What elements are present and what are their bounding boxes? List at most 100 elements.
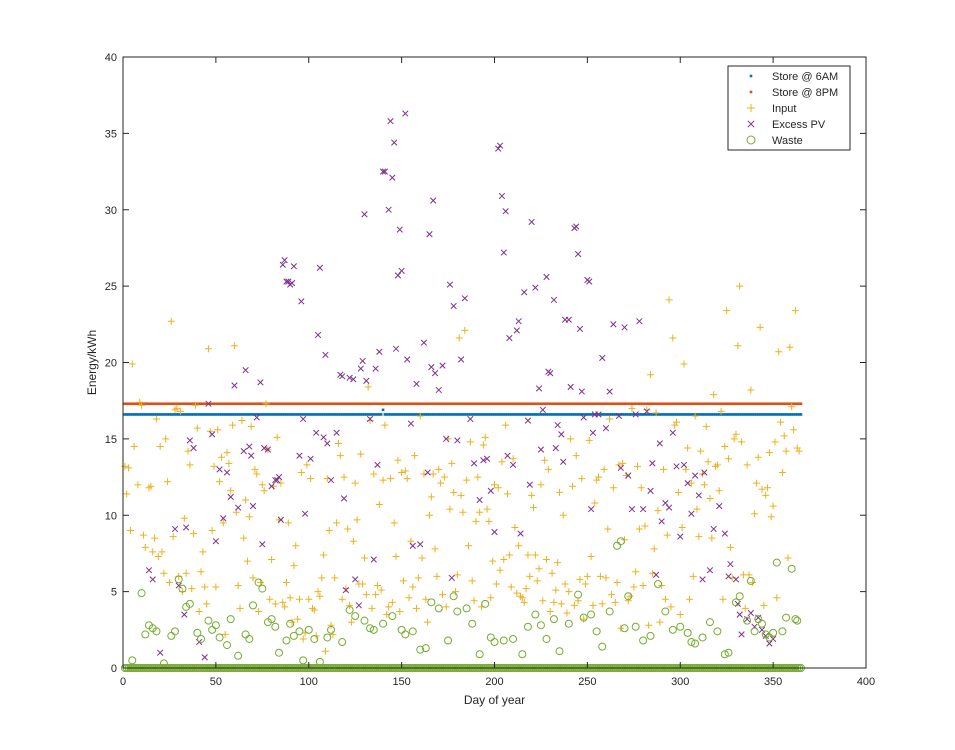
store-8pm-point — [641, 402, 645, 406]
excess-pv-point — [448, 574, 455, 582]
store-6am-point — [450, 413, 454, 416]
store-6am-point — [584, 413, 587, 416]
store-6am-point — [203, 413, 207, 416]
store-6am-point — [703, 413, 706, 416]
store-6am-point — [166, 413, 169, 416]
waste-point — [499, 636, 508, 645]
excess-pv-point — [324, 440, 331, 447]
input-point — [164, 478, 172, 486]
excess-pv-point — [691, 472, 699, 479]
input-point — [704, 458, 712, 466]
excess-pv-point — [586, 278, 593, 285]
store-6am-point — [764, 413, 767, 416]
store-6am-point — [548, 413, 552, 416]
store-8pm-point — [344, 402, 348, 406]
input-point — [520, 598, 528, 606]
waste-point — [646, 631, 655, 640]
waste-point — [408, 627, 417, 636]
store-6am-point — [645, 413, 649, 416]
input-point — [470, 597, 478, 605]
store-8pm-point — [240, 402, 244, 406]
x-tick-label: 400 — [857, 676, 875, 688]
store-6am-point — [439, 413, 442, 416]
store-8pm-point — [487, 402, 491, 406]
input-point — [171, 406, 179, 414]
store-6am-point — [465, 413, 468, 416]
store-6am-point — [361, 413, 364, 416]
store-8pm-point — [188, 402, 192, 406]
store-6am-point — [485, 413, 489, 416]
store-6am-point — [344, 413, 348, 416]
store-8pm-point — [619, 402, 623, 406]
input-point — [691, 412, 699, 420]
legend-label: Excess PV — [772, 119, 826, 131]
store-6am-point — [781, 413, 784, 416]
store-6am-point — [742, 413, 745, 416]
excess-pv-point — [209, 431, 216, 438]
store-6am-point — [729, 413, 732, 416]
excess-pv-point — [248, 452, 255, 459]
store-6am-point — [357, 413, 361, 416]
excess-pv-point — [461, 295, 468, 302]
excess-pv-point — [361, 211, 368, 218]
store-8pm-point — [411, 402, 415, 406]
store-8pm-point — [405, 402, 409, 406]
store-6am-point — [363, 413, 366, 416]
store-8pm-point — [420, 402, 424, 406]
store-8pm-point — [225, 402, 229, 406]
excess-pv-point — [625, 472, 632, 479]
store-6am-point — [123, 413, 127, 416]
excess-pv-point — [454, 437, 461, 444]
input-point — [496, 566, 504, 574]
excess-pv-point — [647, 487, 654, 494]
store-6am-point — [320, 413, 324, 416]
input-point — [357, 450, 365, 458]
input-point — [572, 452, 580, 460]
store-6am-point — [461, 413, 465, 416]
store-8pm-point — [145, 402, 149, 406]
excess-pv-point — [387, 118, 394, 125]
input-point — [660, 465, 668, 473]
store-8pm-point — [196, 402, 199, 406]
store-8pm-point — [673, 402, 676, 406]
store-6am-point — [647, 413, 650, 416]
store-6am-point — [437, 413, 441, 416]
store-8pm-point — [794, 402, 797, 406]
input-point — [316, 592, 324, 600]
store-8pm-point — [212, 402, 216, 406]
store-6am-point — [290, 413, 294, 416]
store-8pm-point — [749, 402, 753, 406]
excess-pv-point — [615, 412, 623, 420]
store-6am-point — [775, 413, 779, 416]
store-6am-point — [214, 413, 218, 416]
store-8pm-point — [143, 402, 147, 406]
store-6am-point — [558, 413, 561, 416]
input-point — [151, 534, 159, 542]
x-tick-label: 300 — [671, 676, 689, 688]
input-point — [583, 572, 591, 580]
store-8pm-point — [294, 402, 298, 406]
input-point — [288, 618, 296, 626]
waste-point — [624, 592, 633, 601]
store-8pm-point — [160, 402, 164, 406]
input-point — [414, 574, 422, 582]
store-8pm-point — [171, 402, 175, 406]
store-6am-point — [573, 413, 576, 416]
store-6am-point — [758, 413, 762, 416]
input-point — [214, 426, 222, 434]
store-6am-point — [242, 413, 246, 416]
input-point — [158, 548, 166, 556]
store-8pm-point — [197, 402, 201, 406]
store-8pm-point — [561, 402, 565, 406]
store-8pm-point — [355, 402, 359, 406]
store-8pm-point — [331, 402, 335, 406]
input-point — [193, 424, 201, 432]
store-6am-point — [181, 413, 184, 416]
store-8pm-point — [569, 402, 572, 406]
store-8pm-point — [309, 402, 312, 406]
store-6am-point — [422, 413, 426, 416]
input-point — [360, 554, 368, 562]
store-8pm-point — [305, 402, 309, 406]
input-point — [695, 533, 703, 541]
store-6am-point — [246, 413, 249, 416]
